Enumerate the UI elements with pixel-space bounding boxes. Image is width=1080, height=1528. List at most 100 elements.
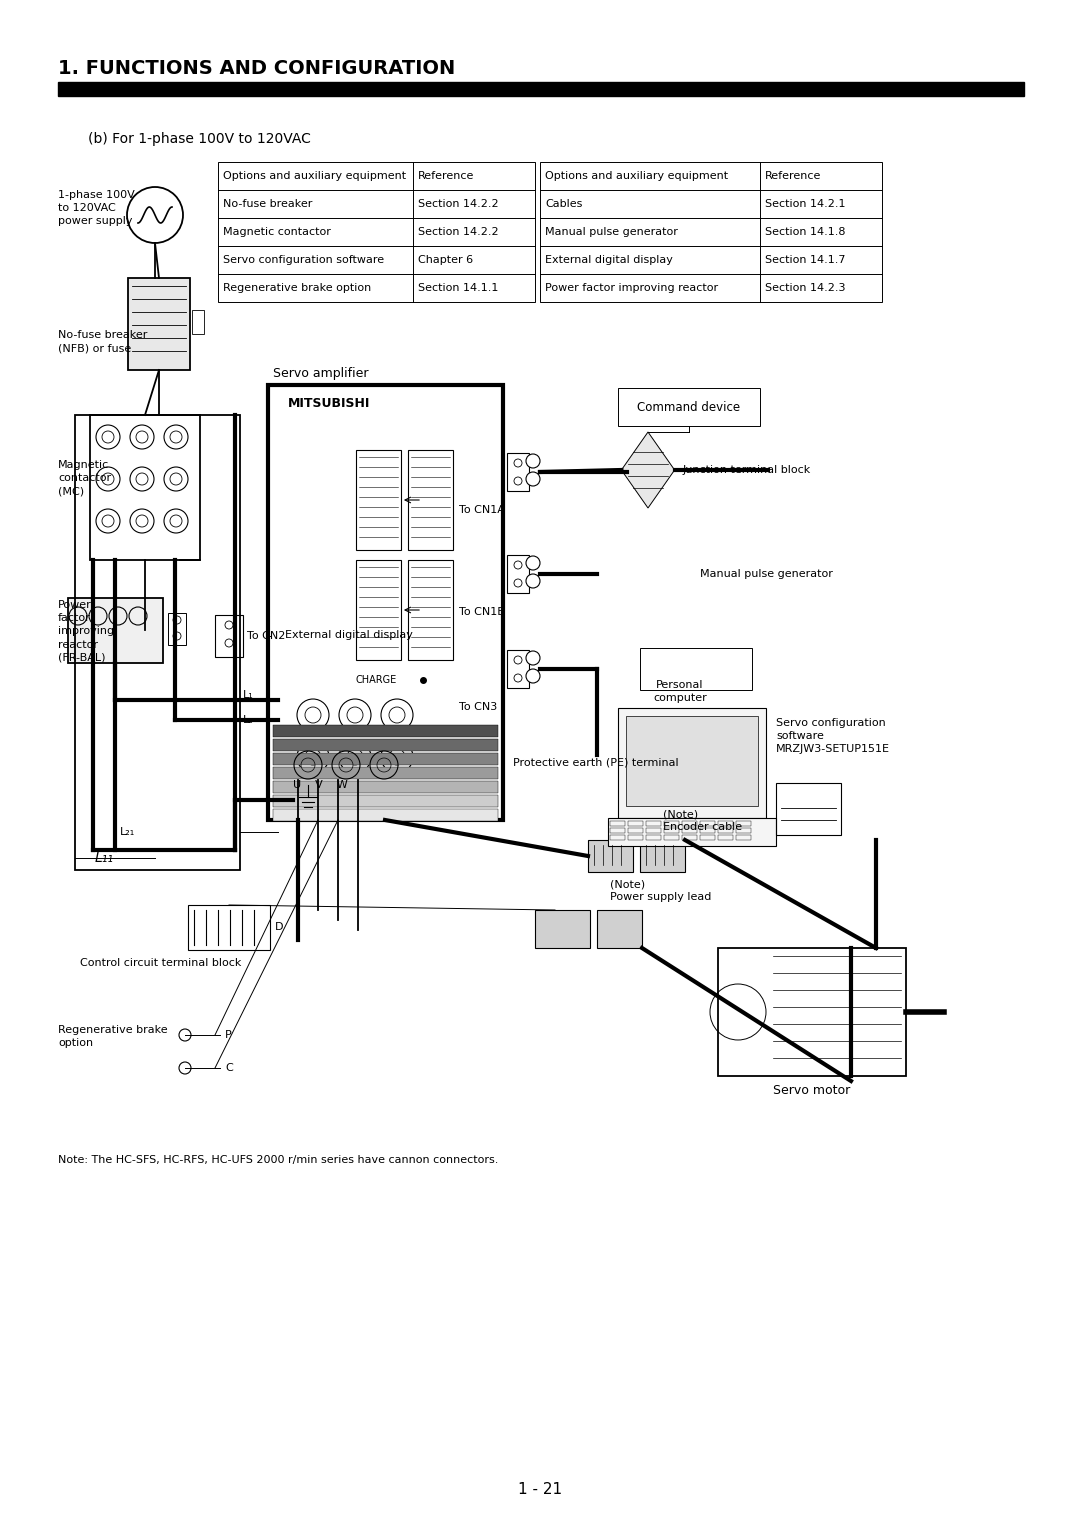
Bar — [535, 911, 590, 947]
Circle shape — [179, 1028, 191, 1041]
Text: Servo motor: Servo motor — [773, 1083, 851, 1097]
Text: Section 14.2.2: Section 14.2.2 — [418, 228, 499, 237]
Text: MITSUBISHI: MITSUBISHI — [288, 397, 370, 410]
Text: Section 14.1.1: Section 14.1.1 — [418, 283, 498, 293]
Bar — [68, 597, 163, 663]
Bar — [268, 385, 503, 821]
Text: L₁₁: L₁₁ — [95, 851, 114, 865]
Text: 1 - 21: 1 - 21 — [518, 1482, 562, 1497]
Bar — [215, 614, 243, 657]
Bar — [273, 724, 498, 736]
Text: Junction terminal block: Junction terminal block — [683, 465, 811, 475]
Bar — [273, 795, 498, 807]
Text: Chapter 6: Chapter 6 — [418, 255, 473, 264]
Text: Section 14.2.1: Section 14.2.1 — [765, 199, 846, 209]
Bar — [627, 834, 643, 840]
Circle shape — [526, 472, 540, 486]
Text: External digital display: External digital display — [285, 630, 413, 640]
Circle shape — [526, 556, 540, 570]
Text: Regenerative brake option: Regenerative brake option — [222, 283, 372, 293]
Bar — [700, 821, 715, 827]
Bar — [718, 834, 733, 840]
Circle shape — [526, 651, 540, 665]
Bar — [664, 834, 679, 840]
Bar — [90, 416, 200, 559]
Text: L₁: L₁ — [243, 691, 254, 700]
Bar — [273, 740, 498, 750]
Text: Options and auxiliary equipment: Options and auxiliary equipment — [222, 171, 406, 180]
Text: To CN2: To CN2 — [247, 631, 285, 642]
Circle shape — [514, 477, 522, 484]
Text: To CN3: To CN3 — [459, 701, 497, 712]
Bar — [408, 559, 453, 660]
Text: Section 14.2.2: Section 14.2.2 — [418, 199, 499, 209]
Text: L₂₁: L₂₁ — [120, 827, 135, 837]
Text: Protective earth (PE) terminal: Protective earth (PE) terminal — [513, 756, 678, 767]
Bar — [626, 717, 758, 805]
Bar — [356, 559, 401, 660]
Text: 1. FUNCTIONS AND CONFIGURATION: 1. FUNCTIONS AND CONFIGURATION — [58, 60, 456, 78]
Bar — [618, 707, 766, 817]
Polygon shape — [621, 432, 675, 507]
Text: D: D — [275, 921, 283, 932]
Text: Servo configuration software: Servo configuration software — [222, 255, 384, 264]
Bar — [618, 388, 760, 426]
Bar — [646, 821, 661, 827]
Text: (b) For 1-phase 100V to 120VAC: (b) For 1-phase 100V to 120VAC — [87, 131, 311, 147]
Bar — [681, 821, 697, 827]
Text: U    V    W: U V W — [293, 779, 348, 790]
Text: Reference: Reference — [418, 171, 474, 180]
Text: L₂: L₂ — [243, 715, 254, 724]
Text: Reference: Reference — [765, 171, 822, 180]
Bar — [129, 278, 190, 370]
Text: Manual pulse generator: Manual pulse generator — [545, 228, 678, 237]
Bar — [408, 451, 453, 550]
Bar — [610, 821, 625, 827]
Bar — [75, 416, 240, 869]
Bar — [610, 828, 625, 833]
Text: Servo amplifier: Servo amplifier — [273, 367, 368, 380]
Text: Magnetic
contactor
(MC): Magnetic contactor (MC) — [58, 460, 111, 497]
Text: Servo configuration
software
MRZJW3-SETUP151E: Servo configuration software MRZJW3-SETU… — [777, 718, 890, 755]
Bar — [664, 828, 679, 833]
Text: Magnetic contactor: Magnetic contactor — [222, 228, 330, 237]
Bar — [718, 821, 733, 827]
Bar — [735, 821, 751, 827]
Text: Power
factor
improving
reactor
(FR-BAL): Power factor improving reactor (FR-BAL) — [58, 601, 114, 663]
Text: Section 14.1.8: Section 14.1.8 — [765, 228, 846, 237]
Bar — [681, 834, 697, 840]
Text: No-fuse breaker: No-fuse breaker — [222, 199, 312, 209]
Bar — [192, 310, 204, 335]
Circle shape — [526, 454, 540, 468]
Bar — [273, 781, 498, 793]
Text: Note: The HC-SFS, HC-RFS, HC-UFS 2000 r/min series have cannon connectors.: Note: The HC-SFS, HC-RFS, HC-UFS 2000 r/… — [58, 1155, 498, 1164]
Bar — [188, 905, 270, 950]
Text: Personal
computer: Personal computer — [653, 680, 707, 703]
Bar — [777, 782, 841, 834]
Bar — [646, 834, 661, 840]
Bar — [700, 834, 715, 840]
Bar — [540, 162, 882, 303]
Text: Command device: Command device — [637, 400, 741, 414]
Text: CHARGE: CHARGE — [356, 675, 397, 685]
Circle shape — [179, 1062, 191, 1074]
Circle shape — [514, 656, 522, 665]
Text: To CN1B: To CN1B — [459, 607, 504, 617]
Bar — [718, 828, 733, 833]
Bar — [507, 649, 529, 688]
Bar — [627, 821, 643, 827]
Bar — [646, 828, 661, 833]
Text: C: C — [225, 1063, 233, 1073]
Text: External digital display: External digital display — [545, 255, 673, 264]
Bar — [58, 83, 1024, 96]
Bar — [735, 828, 751, 833]
Bar — [588, 840, 633, 872]
Circle shape — [526, 669, 540, 683]
Bar — [735, 834, 751, 840]
Bar — [718, 947, 906, 1076]
Bar — [608, 817, 777, 847]
Text: To CN1A: To CN1A — [459, 504, 504, 515]
Bar — [273, 808, 498, 821]
Bar — [273, 753, 498, 766]
Bar — [681, 828, 697, 833]
